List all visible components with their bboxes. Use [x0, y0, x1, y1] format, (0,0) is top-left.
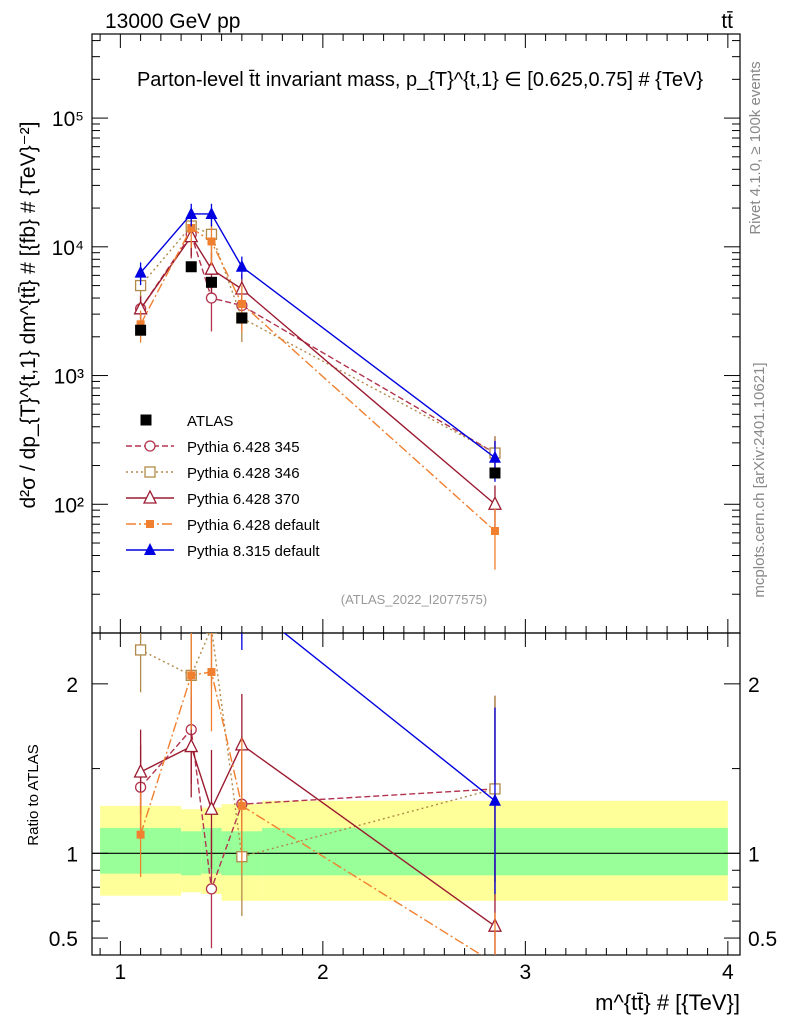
mcplots-label: mcplots.cern.ch [arXiv:2401.10621] [751, 362, 768, 597]
point-pythia-8-315-default [488, 450, 501, 463]
point-pythia-6-428-370 [487, 495, 503, 510]
ratio-uncertainty-bands [100, 800, 728, 901]
ratio-series [133, 541, 503, 967]
process-label: tt̄ [721, 10, 733, 33]
ratio-tick-label: 1 [66, 843, 78, 866]
series-line-pythia-6-428-default [139, 226, 496, 532]
point-pythia-6-428-default [136, 320, 145, 329]
ratio-point-pythia-6-428-370 [184, 738, 199, 753]
ratio-point-pythia-6-428-345 [205, 883, 218, 895]
y-tick-label: 10² [54, 494, 84, 517]
point-pythia-6-428-345 [205, 292, 218, 304]
ratio-point-pythia-8-315-default [135, 541, 147, 553]
ratio-plot-frame [91, 632, 741, 956]
ratio-point-pythia-6-428-370 [133, 763, 148, 778]
ratio-point-pythia-6-428-370 [204, 800, 219, 815]
x-tick-label: 4 [722, 961, 734, 984]
legend-marker-pythia-8-315-default [144, 543, 156, 555]
point-atlas [185, 261, 197, 273]
legend-marker-pythia-6-428-346 [144, 466, 156, 478]
energy-label: 13000 GeV pp [105, 10, 240, 33]
legend: ATLAS Pythia 6.428 345 Pythia 6.428 346 Pyt… [126, 413, 320, 560]
ratio-point-pythia-6-428-default [491, 959, 499, 967]
ratio-point-pythia-8-315-default [185, 575, 197, 587]
ratio-tick-label-right: 2 [748, 674, 760, 697]
y-tick-label: 10⁵ [52, 108, 84, 131]
legend-label-pythia-6-428-370: Pythia 6.428 370 [187, 491, 300, 508]
rivet-version-label: Rivet 4.1.0, ≥ 100k events [747, 61, 764, 234]
x-axis-label: m^{tt̄} # [{TeV}] [595, 990, 740, 1015]
ratio-point-pythia-6-428-default [136, 830, 145, 839]
legend-label-atlas: ATLAS [187, 413, 233, 430]
point-pythia-6-428-default [237, 299, 246, 308]
x-tick-label: 1 [115, 961, 127, 984]
point-atlas [135, 324, 147, 336]
ratio-tick-label: 2 [66, 674, 78, 697]
ratio-tick-label-right: 0.5 [748, 928, 777, 951]
legend-marker-pythia-6-428-default [146, 520, 154, 528]
y-tick-label: 10⁴ [52, 237, 84, 260]
analysis-id: (ATLAS_2022_I2077575) [341, 592, 487, 607]
y-axis-label: d²σ / dp_{T}^{t,1} dm^{tt̄} # [{fb} # {T… [17, 121, 40, 508]
legend-label-pythia-6-428-345: Pythia 6.428 345 [187, 439, 300, 456]
legend-marker-pythia-6-428-345 [144, 440, 156, 452]
point-pythia-8-315-default [205, 206, 218, 219]
y-tick-label: 10³ [54, 366, 84, 389]
x-tick-label: 2 [317, 961, 329, 984]
ratio-point-pythia-6-428-346 [134, 644, 147, 656]
point-pythia-6-428-default [187, 224, 196, 233]
ratio-point-pythia-6-428-default [187, 671, 196, 680]
point-pythia-6-428-default [490, 526, 499, 535]
point-pythia-8-315-default [235, 259, 248, 272]
legend-marker-pythia-6-428-370 [142, 489, 158, 504]
ratio-axis-label: Ratio to ATLAS [25, 744, 42, 845]
point-atlas [205, 276, 217, 288]
legend-label-pythia-6-428-default: Pythia 6.428 default [187, 517, 320, 534]
point-atlas [236, 312, 248, 324]
ratio-point-pythia-6-428-346 [205, 633, 218, 634]
ratio-point-pythia-6-428-default [207, 667, 216, 676]
legend-label-pythia-8-315-default: Pythia 8.315 default [187, 543, 320, 560]
ratio-tick-label-right: 1 [748, 843, 760, 866]
ratio-tick-label: 0.5 [49, 928, 78, 951]
axes-ticks: 1 2 3 4 10² 10³ 10⁴ 10⁵ 0.5 0.5 1 1 2 2 [49, 34, 777, 984]
plot-title: Parton-level t̄t invariant mass, p_{T}^{… [137, 69, 703, 91]
ratio-line-pythia-8-315-default [283, 633, 496, 802]
point-pythia-8-315-default [134, 265, 147, 278]
point-atlas [489, 467, 501, 479]
main-series [133, 203, 503, 570]
point-pythia-6-428-default [207, 237, 216, 246]
ratio-line-pythia-6-428-346 [140, 633, 496, 858]
x-tick-label: 3 [520, 961, 532, 984]
point-pythia-8-315-default [185, 206, 198, 219]
ratio-point-pythia-6-428-default [237, 801, 246, 810]
ratio-point-pythia-8-315-default [488, 793, 501, 806]
legend-marker-atlas [140, 414, 152, 426]
point-pythia-6-428-370 [204, 260, 219, 275]
legend-label-pythia-6-428-346: Pythia 6.428 346 [187, 465, 300, 482]
ratio-point-pythia-8-315-default [236, 592, 248, 604]
